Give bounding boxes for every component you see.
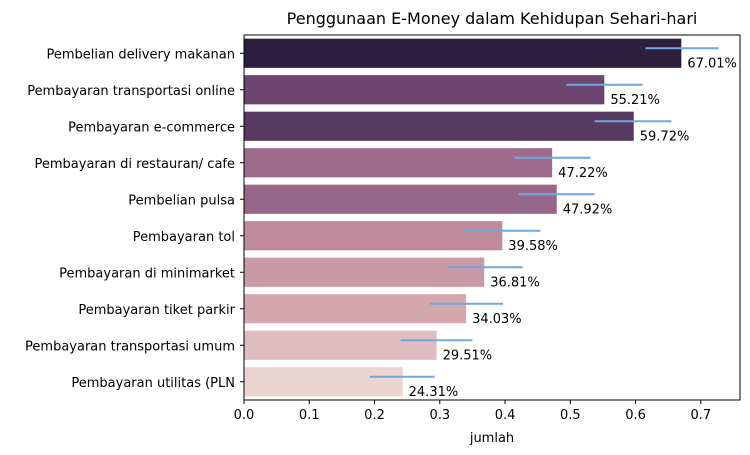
category-label: Pembayaran transportasi online (27, 84, 235, 99)
bars-group (244, 38, 682, 397)
category-label: Pembelian pulsa (128, 193, 235, 208)
category-label: Pembayaran tol (133, 230, 235, 245)
data-label: 47.22% (558, 166, 608, 181)
category-label: Pembayaran e-commerce (68, 120, 235, 135)
bar (244, 221, 503, 251)
bar (244, 257, 485, 287)
bar (244, 294, 467, 324)
bar (244, 148, 553, 178)
bar (244, 367, 403, 397)
data-label: 29.51% (443, 348, 493, 363)
error-bars-group (369, 47, 719, 378)
bar (244, 184, 557, 214)
x-axis: 0.0 0.1 0.2 0.3 0.4 0.5 0.6 0.7 (234, 400, 711, 423)
data-label: 34.03% (472, 312, 522, 327)
category-label: Pembayaran utilitas (PLN (71, 376, 235, 391)
data-label: 59.72% (640, 129, 690, 144)
bar (244, 111, 634, 141)
category-label: Pembayaran di restauran/ cafe (35, 157, 235, 172)
category-label: Pembayaran transportasi umum (25, 339, 235, 354)
bar (244, 330, 437, 360)
x-tick-label: 0.5 (560, 408, 581, 423)
category-label: Pembayaran tiket parkir (78, 303, 235, 318)
data-label: 55.21% (610, 93, 660, 108)
plot-frame (243, 34, 741, 401)
data-label: 24.31% (409, 385, 459, 400)
value-labels-group: 67.01% 55.21% 59.72% 47.22% 47.92% 39.58% 36.8… (409, 56, 737, 400)
x-tick-label: 0.3 (429, 408, 450, 423)
data-label: 67.01% (687, 56, 737, 71)
category-labels-group: Pembelian delivery makanan Pembayaran tra… (25, 47, 244, 391)
data-label: 39.58% (508, 239, 558, 254)
chart-title: Penggunaan E-Money dalam Kehidupan Sehar… (287, 9, 698, 28)
bar (244, 75, 605, 105)
x-tick-label: 0.4 (495, 408, 516, 423)
category-label: Pembelian delivery makanan (46, 47, 235, 62)
x-tick-label: 0.7 (690, 408, 711, 423)
x-axis-title: jumlah (469, 431, 514, 446)
x-tick-label: 0.2 (364, 408, 385, 423)
data-label: 47.92% (563, 202, 613, 217)
bar (244, 38, 682, 68)
x-tick-label: 0.1 (299, 408, 320, 423)
data-label: 36.81% (490, 275, 540, 290)
category-label: Pembayaran di minimarket (59, 266, 235, 281)
x-tick-label: 0.6 (625, 408, 646, 423)
x-tick-label: 0.0 (234, 408, 255, 423)
